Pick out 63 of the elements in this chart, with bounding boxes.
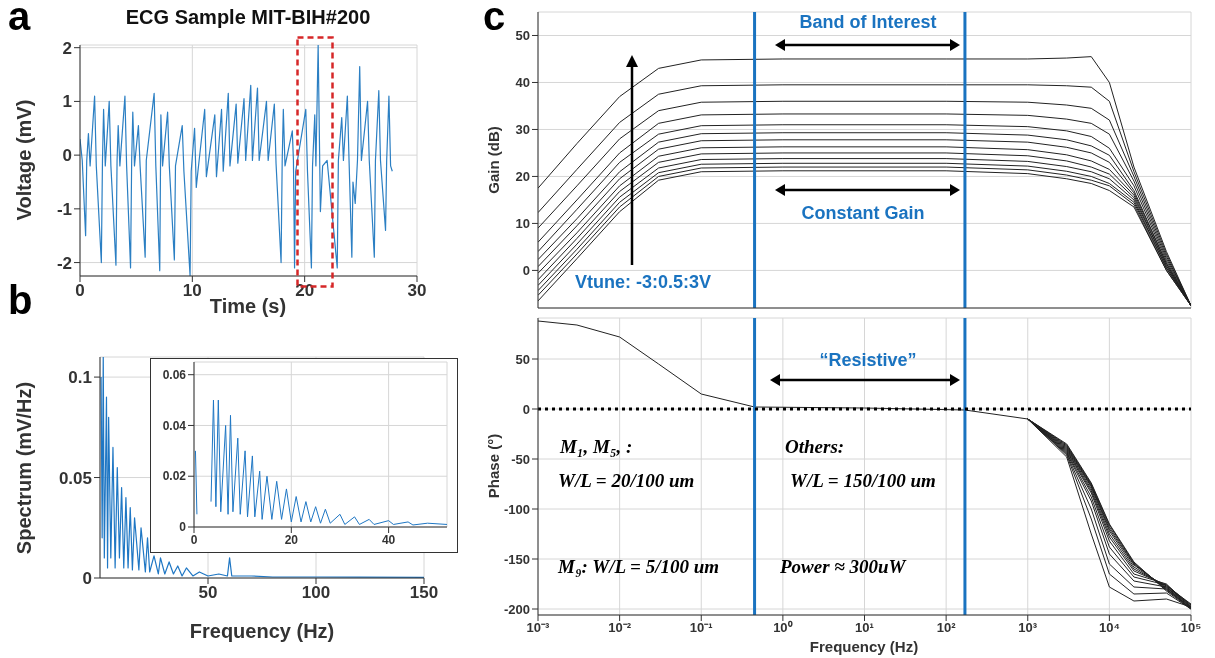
y-tick-label: 50 (515, 28, 530, 44)
y-axis-title: Spectrum (mV/Hz) (12, 381, 36, 555)
x-tick-label: 10¹ (855, 620, 874, 636)
y-tick-label: -1 (56, 199, 72, 219)
chart-title: ECG Sample MIT-BIH#200 (125, 6, 371, 29)
x-tick-label: 10⁻³ (526, 620, 551, 636)
y-tick-label: 1 (62, 92, 72, 112)
x-tick-label: 10⁻¹ (689, 620, 713, 636)
annotation: W/L = 20/100 um (558, 470, 695, 492)
y-tick-label: 10 (515, 216, 530, 232)
x-tick-label: 10⁻² (608, 620, 632, 636)
y-tick-label: 40 (515, 75, 530, 91)
y-axis-title: Gain (dB) (484, 126, 502, 194)
y-tick-label: 0.06 (162, 367, 187, 382)
annotation: M₉: W/L = 5/100 um (558, 556, 720, 578)
x-tick-label: 10² (936, 620, 957, 636)
x-axis-title: Frequency (Hz) (809, 638, 919, 655)
annotation: Band of Interest (799, 12, 937, 33)
annotation: “Resistive” (819, 350, 917, 371)
y-tick-label: 0.1 (68, 368, 92, 388)
x-tick-label: 10⁰ (773, 620, 793, 636)
y-tick-label: 20 (515, 169, 530, 185)
x-tick-label: 10³ (1018, 620, 1038, 636)
y-tick-label: 0.02 (162, 469, 187, 484)
y-tick-label: 2 (62, 38, 72, 58)
x-axis-title: Time (s) (209, 295, 287, 318)
y-tick-label: -200 (503, 601, 530, 617)
annotation: Constant Gain (801, 203, 925, 224)
text: c (483, 0, 506, 39)
x-tick-label: 10⁴ (1098, 620, 1120, 636)
text: a (8, 0, 31, 39)
y-tick-label: -100 (503, 501, 530, 517)
y-tick-label: 0 (62, 146, 72, 166)
x-tick-label: 20 (284, 532, 299, 547)
x-axis-title: Frequency (Hz) (189, 620, 335, 643)
y-axis-title: Phase (°) (484, 433, 502, 499)
x-tick-label: 10⁵ (1180, 620, 1202, 636)
annotation: M₁, M₅, : (560, 436, 633, 458)
annotation: Power ≈ 300uW (780, 556, 906, 578)
x-tick-label: 0 (190, 532, 198, 547)
annotation: Others: (785, 436, 845, 458)
y-tick-label: -2 (56, 253, 72, 273)
annotation: W/L = 150/100 um (790, 470, 936, 492)
y-tick-label: -50 (511, 451, 530, 467)
y-tick-label: 0.05 (58, 468, 92, 488)
y-tick-label: 0 (522, 263, 530, 279)
x-tick-label: 30 (407, 281, 427, 301)
y-tick-label: 0 (179, 520, 187, 535)
x-tick-label: 10 (182, 281, 202, 301)
x-tick-label: 150 (409, 583, 439, 603)
y-tick-label: 30 (515, 122, 530, 138)
y-tick-label: 0 (82, 569, 92, 589)
y-tick-label: -150 (503, 551, 530, 567)
x-tick-label: 40 (381, 532, 396, 547)
x-tick-label: 20 (295, 281, 315, 301)
y-tick-label: 0 (522, 401, 530, 417)
x-tick-label: 100 (301, 583, 331, 603)
annotation: Vtune: -3:0.5:3V (575, 272, 712, 293)
y-tick-label: 50 (515, 351, 530, 367)
y-tick-label: 0.04 (162, 418, 187, 433)
x-tick-label: 50 (198, 583, 218, 603)
text: b (8, 278, 33, 323)
y-axis-title: Voltage (mV) (12, 99, 36, 221)
